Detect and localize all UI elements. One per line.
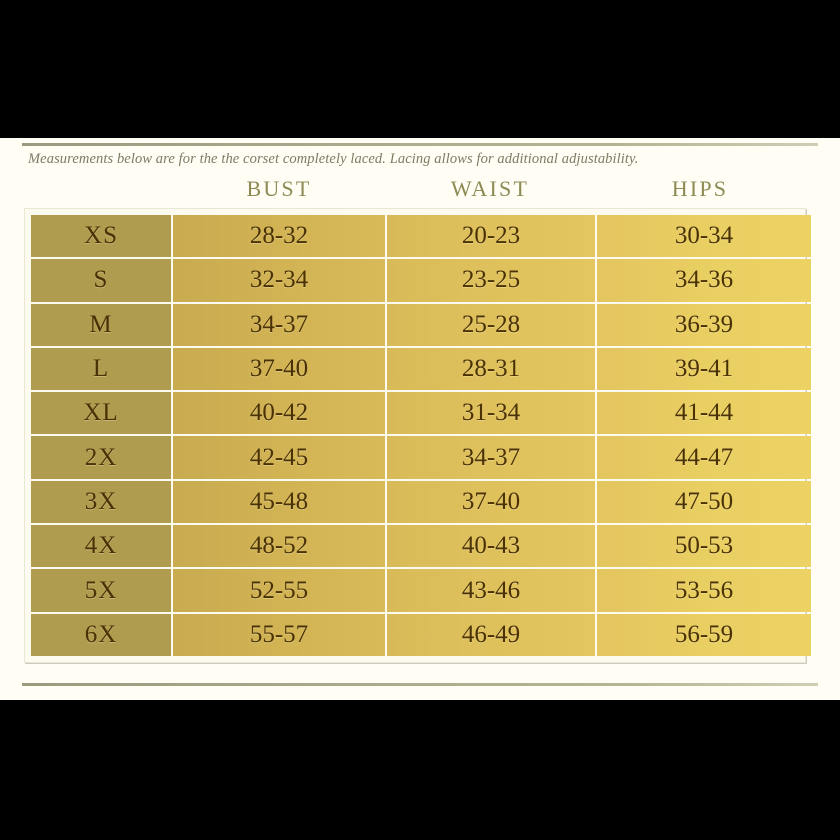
letterbox-bar-top [0,0,840,138]
table-cell-waist: 23-25 [387,259,595,302]
table-cell-bust: 34-37 [173,303,385,346]
table-row: S 32-34 23-25 34-36 [31,259,811,302]
table-cell-size: 6X [31,613,171,656]
table-cell-bust: 32-34 [173,259,385,302]
column-header-hips: HIPS [671,176,729,201]
table-cell-hips: 39-41 [597,347,811,391]
table-cell-size: 2X [31,436,171,479]
table-cell-hips: 47-50 [597,480,811,524]
table-cell-bust: 42-45 [173,436,385,479]
table-row: 4X 48-52 40-43 50-53 [31,525,811,568]
table-cell-size: L [31,347,171,391]
column-header-row: BUST WAIST HIPS [26,176,806,206]
table-cell-size: XS [31,215,171,258]
table-cell-waist: 40-43 [387,525,595,568]
table-row: L 37-40 28-31 39-41 [31,347,811,391]
table-cell-hips: 36-39 [597,303,811,346]
size-table-body: XS 28-32 20-23 30-34 S 32-34 23-25 34-36 M 34-37 2… [31,215,811,656]
table-row: 3X 45-48 37-40 47-50 [31,480,811,524]
table-cell-hips: 41-44 [597,392,811,435]
divider-rule-bottom [22,683,818,686]
table-cell-hips: 34-36 [597,259,811,302]
letterbox-bar-bottom [0,700,840,840]
table-row: 5X 52-55 43-46 53-56 [31,569,811,612]
intro-note: Measurements below are for the the corse… [28,151,639,167]
table-cell-size: 3X [31,480,171,524]
table-cell-bust: 48-52 [173,525,385,568]
table-cell-hips: 30-34 [597,215,811,258]
table-cell-waist: 37-40 [387,480,595,524]
table-cell-waist: 25-28 [387,303,595,346]
table-cell-bust: 37-40 [173,347,385,391]
table-cell-bust: 40-42 [173,392,385,435]
table-cell-hips: 53-56 [597,569,811,612]
table-cell-waist: 46-49 [387,613,595,656]
table-cell-size: M [31,303,171,346]
column-header-waist: WAIST [450,176,530,201]
table-row: 2X 42-45 34-37 44-47 [31,436,811,479]
table-cell-hips: 56-59 [597,613,811,656]
table-cell-size: 4X [31,525,171,568]
table-cell-hips: 44-47 [597,436,811,479]
size-table-frame: XS 28-32 20-23 30-34 S 32-34 23-25 34-36 M 34-37 2… [24,208,811,663]
divider-rule-top [22,143,818,146]
table-cell-bust: 45-48 [173,480,385,524]
table-cell-bust: 55-57 [173,613,385,656]
table-cell-hips: 50-53 [597,525,811,568]
table-row: 6X 55-57 46-49 56-59 [31,613,811,656]
table-row: M 34-37 25-28 36-39 [31,303,811,346]
size-chart-panel: Measurements below are for the the corse… [0,138,840,700]
table-cell-waist: 34-37 [387,436,595,479]
table-cell-waist: 43-46 [387,569,595,612]
table-cell-size: XL [31,392,171,435]
table-cell-waist: 31-34 [387,392,595,435]
table-cell-size: 5X [31,569,171,612]
table-row: XS 28-32 20-23 30-34 [31,215,811,258]
column-header-bust: BUST [246,176,312,201]
table-cell-waist: 28-31 [387,347,595,391]
table-cell-size: S [31,259,171,302]
size-table: XS 28-32 20-23 30-34 S 32-34 23-25 34-36 M 34-37 2… [29,213,813,658]
table-cell-bust: 52-55 [173,569,385,612]
table-row: XL 40-42 31-34 41-44 [31,392,811,435]
table-cell-waist: 20-23 [387,215,595,258]
table-cell-bust: 28-32 [173,215,385,258]
